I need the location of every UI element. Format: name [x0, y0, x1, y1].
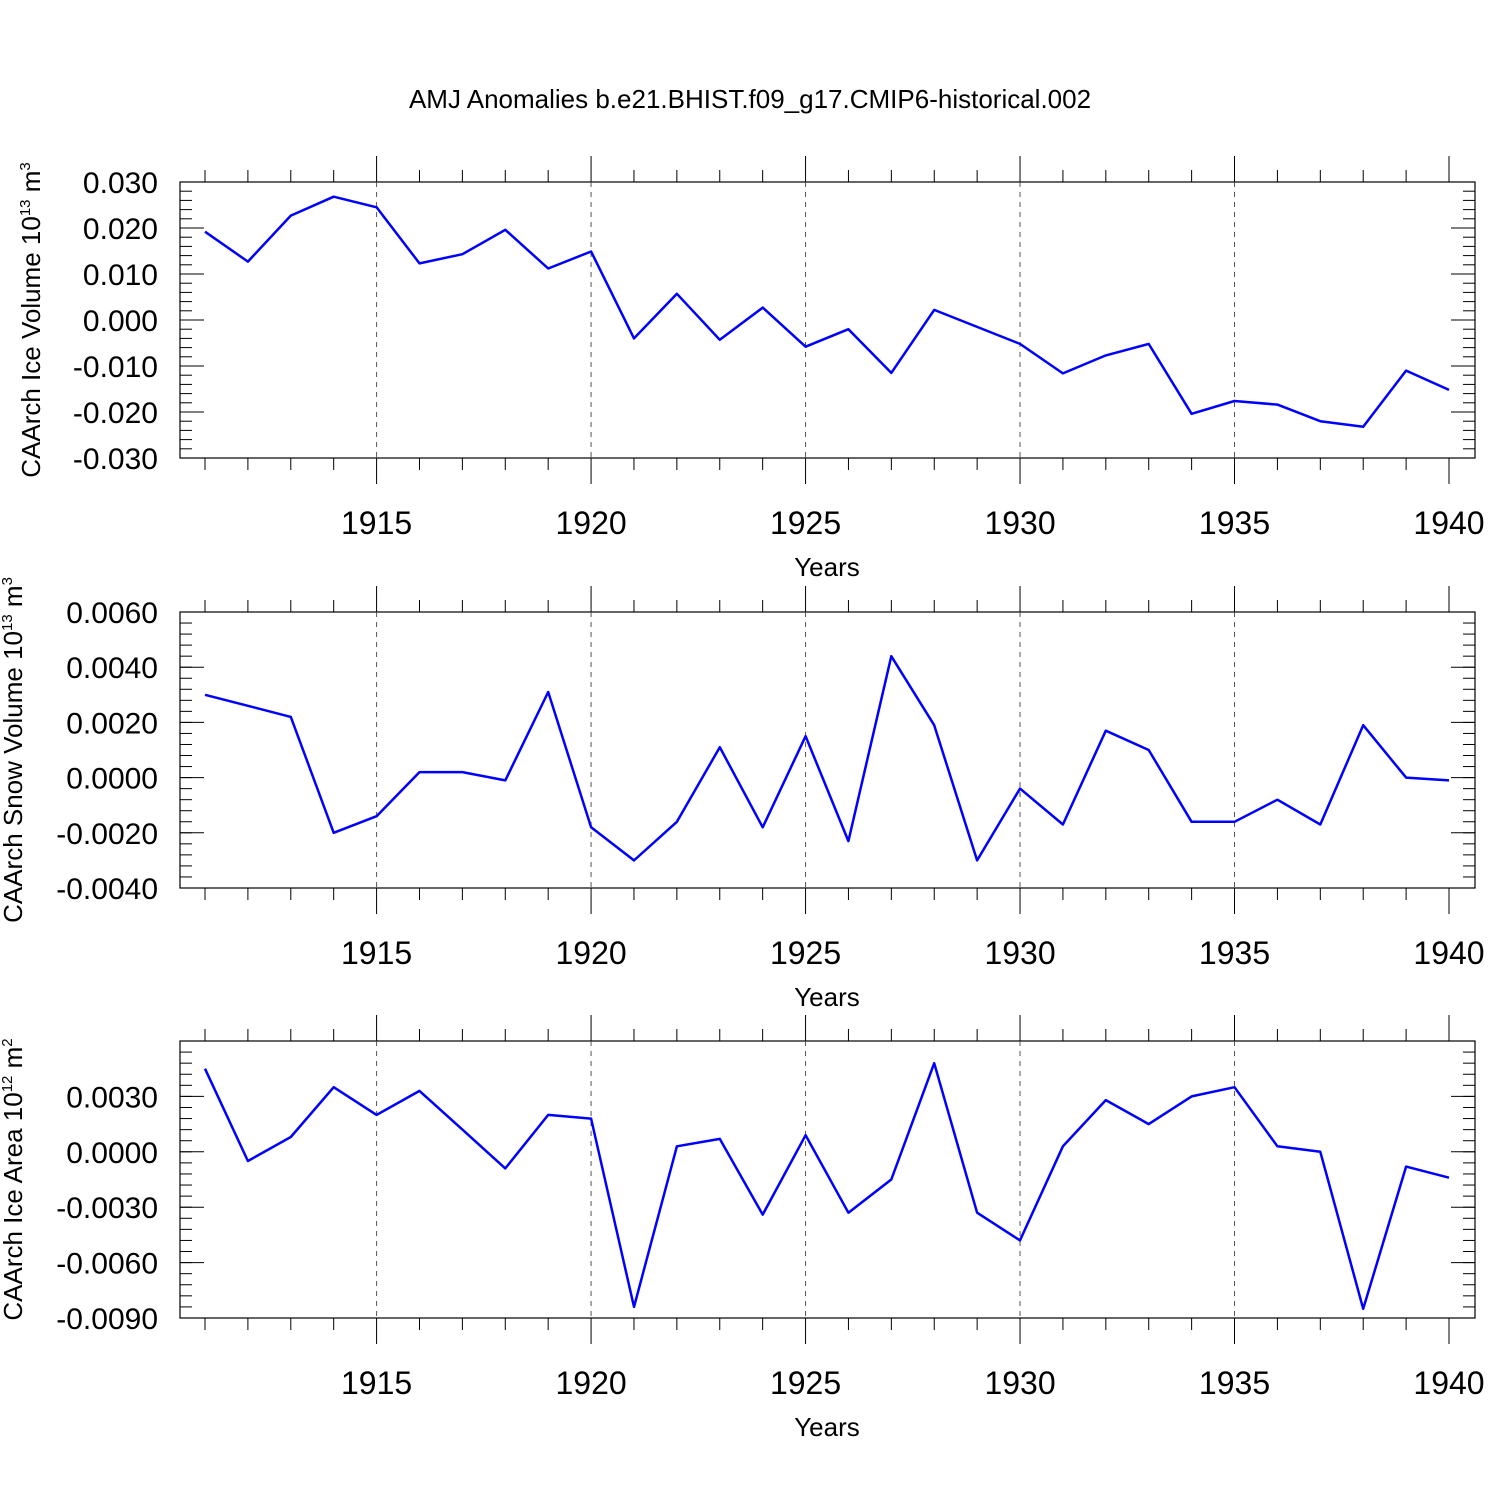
y-tick-label: 0.0030 [66, 1081, 158, 1114]
y-tick-label: 0.0040 [66, 652, 158, 685]
x-tick-label: 1915 [341, 505, 412, 541]
y-axis-label: CAArch Ice Volume 1013 m3 [16, 162, 46, 478]
x-tick-label: 1940 [1413, 505, 1484, 541]
plot-frame [179, 1040, 1476, 1319]
y-tick-label: 0.0000 [66, 763, 158, 796]
x-tick-label: 1940 [1413, 1365, 1484, 1401]
x-tick-label: 1935 [1199, 505, 1270, 541]
y-axis-label: CAArch Snow Volume 1013 m3 [0, 577, 28, 923]
x-tick-label: 1925 [770, 935, 841, 971]
y-tick-label: -0.0090 [56, 1303, 158, 1336]
y-tick-label: 0.020 [83, 213, 158, 246]
x-tick-label: 1920 [555, 1365, 626, 1401]
x-tick-label: 1920 [555, 935, 626, 971]
x-tick-label: 1930 [984, 935, 1055, 971]
panel-snow-volume: 1915 1920 1925 1930 1935 1940 0.0060 0.0040 0.00… [0, 577, 1485, 1012]
x-axis-label: Years [794, 552, 860, 582]
series-line-ice-volume [204, 195, 1450, 428]
y-tick-label: -0.0020 [56, 818, 158, 851]
plot-frame [179, 181, 1476, 459]
chart-title: AMJ Anomalies b.e21.BHIST.f09_g17.CMIP6-… [409, 84, 1091, 114]
x-axis-label: Years [794, 982, 860, 1012]
y-axis-label: CAArch Ice Area 1012 m2 [0, 1038, 28, 1320]
y-tick-label: -0.0060 [56, 1248, 158, 1281]
series-line-ice-area [203, 1061, 1450, 1311]
y-tick-label: -0.0040 [56, 873, 158, 906]
y-tick-label: 0.010 [83, 259, 158, 292]
x-tick-label: 1925 [770, 505, 841, 541]
x-tick-label: 1930 [984, 505, 1055, 541]
y-tick-label: 0.0060 [66, 597, 158, 630]
x-tick-label: 1940 [1413, 935, 1484, 971]
y-tick-label: 0.030 [83, 167, 158, 200]
x-tick-label: 1915 [341, 935, 412, 971]
y-tick-label: -0.020 [73, 397, 158, 430]
panel-ice-volume: 1915 1920 1925 1930 1935 1940 0.030 0.020 0.010 0… [16, 156, 1485, 582]
x-tick-label: 1915 [341, 1365, 412, 1401]
series-line-snow-volume [204, 654, 1450, 862]
plot-frame [179, 611, 1476, 889]
x-tick-label: 1920 [555, 505, 626, 541]
x-tick-label: 1935 [1199, 935, 1270, 971]
y-tick-label: -0.0030 [56, 1192, 158, 1225]
y-tick-label: 0.000 [83, 305, 158, 338]
x-tick-label: 1930 [984, 1365, 1055, 1401]
x-axis-label: Years [794, 1412, 860, 1442]
x-tick-label: 1925 [770, 1365, 841, 1401]
y-tick-label: -0.030 [73, 443, 158, 476]
x-tick-label: 1935 [1199, 1365, 1270, 1401]
y-tick-label: 0.0020 [66, 707, 158, 740]
y-tick-label: 0.0000 [66, 1137, 158, 1170]
y-tick-label: -0.010 [73, 351, 158, 384]
panel-ice-area: 1915 1920 1925 1930 1935 1940 0.0030 0.0000 -0.0… [0, 1015, 1485, 1442]
